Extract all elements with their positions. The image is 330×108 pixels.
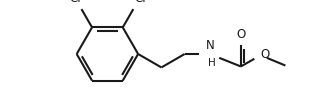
Text: O: O bbox=[236, 28, 246, 41]
Text: Cl: Cl bbox=[69, 0, 81, 5]
Text: Cl: Cl bbox=[134, 0, 146, 5]
Text: N: N bbox=[206, 39, 214, 52]
Text: H: H bbox=[208, 58, 215, 68]
Text: O: O bbox=[260, 48, 269, 60]
